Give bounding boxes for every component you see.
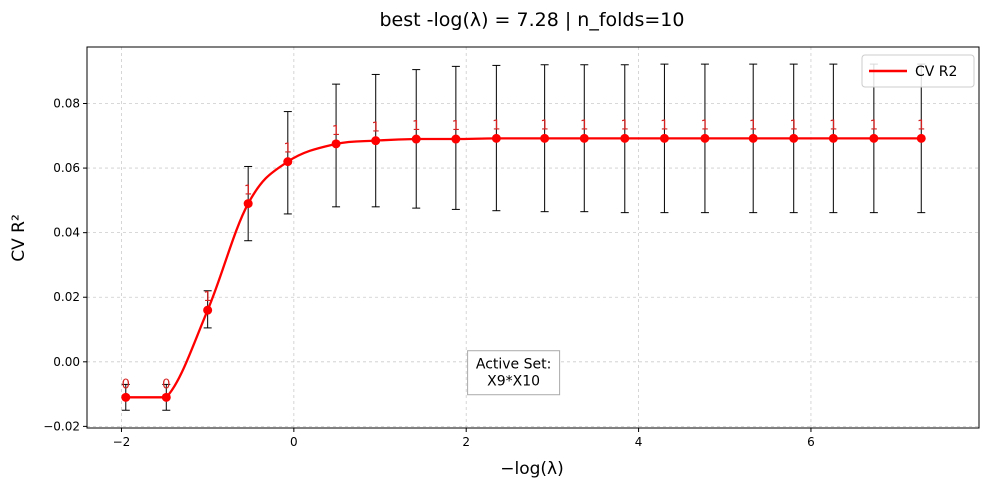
x-tick-label-4: 6 xyxy=(807,435,815,449)
legend: CV R2 xyxy=(861,54,975,88)
count-label-16: 1 xyxy=(790,118,798,133)
y-axis-label: CV R² xyxy=(9,214,29,262)
data-point-8 xyxy=(451,134,461,144)
y-tick-label-2: 0.02 xyxy=(53,290,80,304)
legend-label: CV R2 xyxy=(915,64,957,80)
data-point-9 xyxy=(491,133,501,143)
x-tick-label-3: 4 xyxy=(635,435,643,449)
data-point-1 xyxy=(161,392,171,402)
y-tick-label-3: 0.04 xyxy=(53,226,80,240)
plot-frame xyxy=(86,46,980,429)
data-point-18 xyxy=(869,133,879,143)
data-point-0 xyxy=(121,392,131,402)
data-point-4 xyxy=(283,157,293,167)
data-point-13 xyxy=(659,133,669,143)
count-label-1: 0 xyxy=(162,377,170,392)
data-point-6 xyxy=(371,136,381,146)
data-point-11 xyxy=(579,133,589,143)
y-tick-label-0: −0.02 xyxy=(43,419,80,433)
count-label-14: 1 xyxy=(701,118,709,133)
count-label-13: 1 xyxy=(660,118,668,133)
count-label-15: 1 xyxy=(749,118,757,133)
x-tick-label-1: 0 xyxy=(290,435,298,449)
annotation-line-1: X9*X10 xyxy=(487,374,540,390)
count-label-2: 1 xyxy=(204,290,212,305)
count-label-5: 1 xyxy=(332,124,340,139)
count-label-4: 1 xyxy=(284,142,292,157)
data-point-10 xyxy=(540,133,550,143)
count-label-18: 1 xyxy=(870,118,878,133)
cv-r2-line xyxy=(125,137,922,399)
data-point-15 xyxy=(748,133,758,143)
data-point-3 xyxy=(243,199,253,209)
x-tick-label-0: −2 xyxy=(113,435,131,449)
count-label-10: 1 xyxy=(540,118,548,133)
data-point-5 xyxy=(331,139,341,149)
count-label-12: 1 xyxy=(621,118,629,133)
count-label-19: 1 xyxy=(917,118,925,133)
fit-curve xyxy=(125,137,922,399)
y-tick-label-4: 0.06 xyxy=(53,161,80,175)
data-point-12 xyxy=(620,133,630,143)
count-label-3: 1 xyxy=(244,184,252,199)
legend-box xyxy=(861,54,975,88)
data-points xyxy=(121,133,926,402)
chart-title: best -log(λ) = 7.28 | n_folds=10 xyxy=(379,9,684,31)
x-tick-label-2: 2 xyxy=(462,435,470,449)
axes xyxy=(86,46,980,429)
data-point-14 xyxy=(700,133,710,143)
count-labels: 0 0 1 1 1 1 1 1 1 1 1 1 1 1 1 1 1 1 1 1 xyxy=(122,118,926,392)
data-point-7 xyxy=(411,134,421,144)
count-label-0: 0 xyxy=(122,377,130,392)
annotation-box xyxy=(467,350,561,396)
data-point-2 xyxy=(203,305,213,315)
data-point-17 xyxy=(828,133,838,143)
annotation-line-0: Active Set: xyxy=(476,357,551,373)
y-tick-label-5: 0.08 xyxy=(53,97,80,111)
data-point-16 xyxy=(789,133,799,143)
count-label-11: 1 xyxy=(580,118,588,133)
count-label-17: 1 xyxy=(829,118,837,133)
y-tick-label-1: 0.00 xyxy=(53,355,80,369)
count-label-7: 1 xyxy=(412,119,420,134)
tick-labels: −2 0 2 4 6 −0.02 0.00 0.02 0.04 0.06 0.08 xyxy=(43,97,815,449)
x-axis-label: −log(λ) xyxy=(500,459,563,479)
data-point-19 xyxy=(916,133,926,143)
active-set-annotation: Active Set:X9*X10 xyxy=(467,350,561,396)
count-label-6: 1 xyxy=(372,121,380,136)
count-label-9: 1 xyxy=(492,118,500,133)
count-label-8: 1 xyxy=(452,119,460,134)
